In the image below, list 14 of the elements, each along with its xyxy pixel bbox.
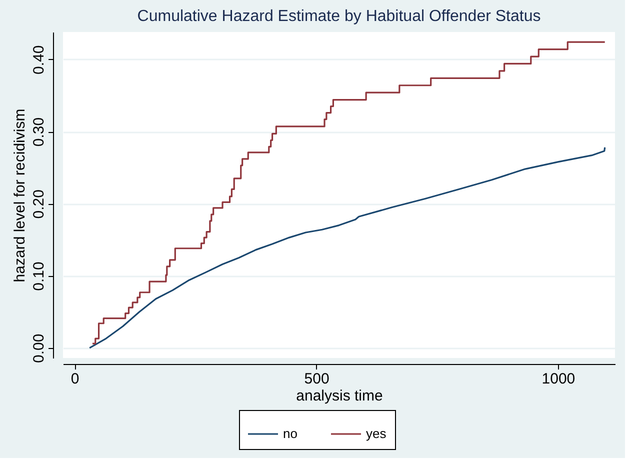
x-tick-label: 500 <box>304 370 330 388</box>
legend-label: yes <box>366 426 387 441</box>
line-series <box>88 146 606 349</box>
y-tick-label: 0.10 <box>30 262 48 291</box>
x-axis-title: analysis time <box>296 388 383 404</box>
y-tick-label: 0.30 <box>30 117 48 147</box>
x-tick-label: 0 <box>70 370 80 388</box>
y-tick-label: 0.20 <box>30 190 48 219</box>
legend-label: no <box>283 426 298 441</box>
chart-title: Cumulative Hazard Estimate by Habitual Offender Status <box>137 8 541 25</box>
y-tick-label: 0.00 <box>30 334 48 364</box>
x-tick-label: 1000 <box>542 370 576 388</box>
y-tick-label: 0.40 <box>30 45 48 75</box>
y-axis-title: hazard level for recidivism <box>12 108 28 282</box>
